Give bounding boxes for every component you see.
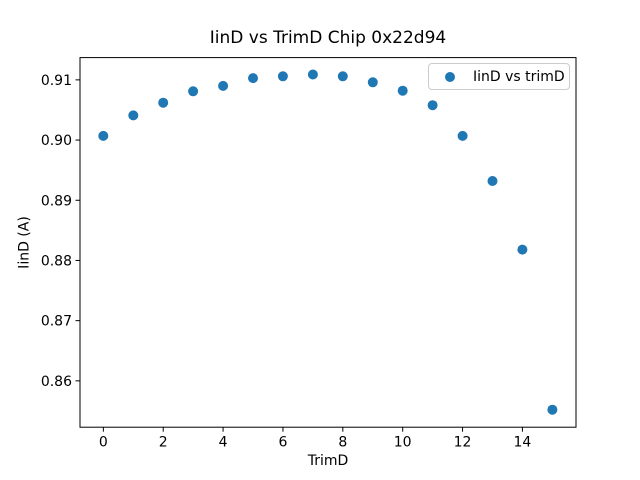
scatter-point [397,85,408,96]
scatter-point [307,69,318,80]
y-tick-label: 0.89 [41,193,72,209]
y-tick-label: 0.91 [41,73,72,89]
scatter-point [277,71,288,82]
x-tick-label: 8 [338,435,347,451]
x-axis-label: TrimD [307,453,349,469]
chart-title: IinD vs TrimD Chip 0x22d94 [209,28,447,48]
scatter-point [487,176,498,186]
y-tick-label: 0.86 [41,374,72,390]
legend-label: IinD vs trimD [473,68,565,85]
legend-marker-icon [445,71,455,82]
scatter-point [337,71,348,82]
y-tick-label: 0.88 [41,253,72,269]
x-tick-label: 0 [99,435,108,451]
x-tick-label: 14 [514,435,532,451]
scatter-point [158,97,169,108]
y-tick-label: 0.90 [41,133,72,149]
scatter-point [427,100,438,111]
axes-frame [79,57,577,428]
scatter-point [248,73,258,84]
legend: IinD vs trimD [428,63,570,90]
scatter-point [367,77,378,88]
scatter-point [128,110,139,121]
x-tick-label: 6 [278,435,287,451]
x-tick-label: 12 [454,435,472,451]
y-tick-label: 0.87 [41,314,72,330]
x-tick-label: 2 [159,435,168,451]
x-tick-label: 4 [219,435,228,451]
scatter-point [547,404,558,415]
scatter-point [457,130,468,141]
scatter-point [218,80,229,91]
scatter-point [98,130,109,141]
x-tick-label: 10 [394,435,412,451]
y-axis-label: IinD (A) [16,216,33,269]
scatter-point [517,244,528,255]
scatter-point [188,86,199,97]
